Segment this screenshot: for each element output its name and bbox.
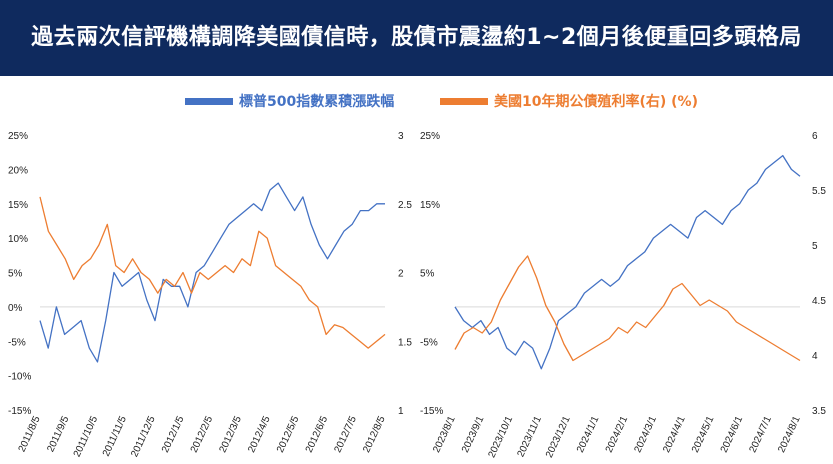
left-right-tick-label: 1.5 — [398, 337, 412, 348]
left-x-tick-label: 2011/11/5 — [101, 414, 129, 458]
right-left-tick-label: 15% — [420, 200, 440, 211]
legend-swatch-stock — [185, 98, 233, 105]
right-x-tick-label: 2024/3/1 — [633, 414, 660, 454]
page-title: 過去兩次信評機構調降美國債信時，股債市震盪約1~2個月後便重回多頭格局 — [31, 25, 802, 50]
left-right-tick-label: 2.5 — [398, 200, 412, 211]
left-x-tick-label: 2012/3/5 — [218, 414, 245, 454]
left-left-tick-label: 5% — [8, 269, 23, 280]
right-x-tick-label: 2023/12/1 — [544, 414, 573, 459]
left-x-tick-label: 2012/6/5 — [304, 414, 331, 454]
left-left-tick-label: 0% — [8, 303, 23, 314]
right-x-tick-label: 2023/10/1 — [486, 414, 515, 459]
right-x-tick-label: 2024/2/1 — [604, 414, 631, 454]
left-x-tick-label: 2011/8/5 — [17, 414, 43, 454]
right-right-tick-label: 5 — [812, 241, 818, 252]
right-right-tick-label: 6 — [812, 131, 818, 142]
right-left-tick-label: -5% — [420, 337, 438, 348]
left-stock-series-line — [39, 182, 385, 363]
legend-swatch-yield — [440, 98, 488, 105]
left-left-tick-label: 20% — [8, 165, 28, 176]
left-x-tick-label: 2012/5/5 — [275, 414, 302, 454]
right-yield-series-line — [454, 255, 801, 362]
right-right-tick-label: 5.5 — [812, 186, 826, 197]
right-x-tick-label: 2023/11/1 — [516, 414, 545, 459]
left-left-tick-label: -10% — [8, 372, 31, 383]
right-left-tick-label: -15% — [420, 406, 443, 417]
right-right-tick-label: 4 — [812, 351, 818, 362]
right-right-tick-label: 4.5 — [812, 296, 826, 307]
left-right-tick-label: 1 — [398, 406, 404, 417]
left-left-tick-label: 15% — [8, 200, 28, 211]
left-x-tick-label: 2012/7/5 — [333, 414, 360, 454]
left-left-tick-label: -5% — [8, 337, 26, 348]
right-right-tick-label: 3.5 — [812, 406, 826, 417]
right-x-tick-label: 2023/8/1 — [431, 414, 458, 454]
right-x-tick-label: 2023/9/1 — [460, 414, 487, 454]
right-x-tick-label: 2024/4/1 — [661, 414, 688, 454]
left-left-tick-label: -15% — [8, 406, 31, 417]
left-left-tick-label: 10% — [8, 234, 28, 245]
right-x-tick-label: 2024/5/1 — [690, 414, 717, 454]
left-x-tick-label: 2011/9/5 — [45, 414, 71, 454]
chart-legend: 標普500指數累積漲跌幅 美國10年期公債殖利率(右) (%) — [0, 92, 833, 112]
left-x-tick-label: 2011/10/5 — [72, 414, 101, 459]
left-x-tick-label: 2012/8/5 — [361, 414, 388, 454]
right-left-tick-label: 5% — [420, 269, 435, 280]
right-left-tick-label: 25% — [420, 131, 440, 142]
left-yield-series-line — [39, 196, 386, 349]
left-x-tick-label: 2012/1/5 — [160, 414, 187, 454]
legend-label-yield: 美國10年期公債殖利率(右) (%) — [494, 94, 698, 110]
left-x-tick-label: 2011/12/5 — [129, 414, 158, 459]
right-x-tick-label: 2024/8/1 — [776, 414, 803, 454]
title-bar: 過去兩次信評機構調降美國債信時，股債市震盪約1~2個月後便重回多頭格局 — [0, 0, 833, 76]
right-stock-series-line — [454, 154, 801, 370]
right-x-tick-label: 2024/1/1 — [575, 414, 602, 454]
left-x-tick-label: 2012/2/5 — [189, 414, 216, 454]
right-x-tick-label: 2024/6/1 — [719, 414, 746, 454]
charts-area: 25% 20% 15% 10% 5% 0% -5% -10% -15% 3 2.5 2 1.5 1 2011… — [8, 131, 826, 460]
legend-label-stock: 標普500指數累積漲跌幅 — [239, 94, 395, 110]
left-right-tick-label: 2 — [398, 269, 404, 280]
left-right-tick-label: 3 — [398, 131, 404, 142]
left-x-tick-label: 2012/4/5 — [246, 414, 273, 454]
left-left-tick-label: 25% — [8, 131, 28, 142]
right-x-tick-label: 2024/7/1 — [748, 414, 775, 454]
